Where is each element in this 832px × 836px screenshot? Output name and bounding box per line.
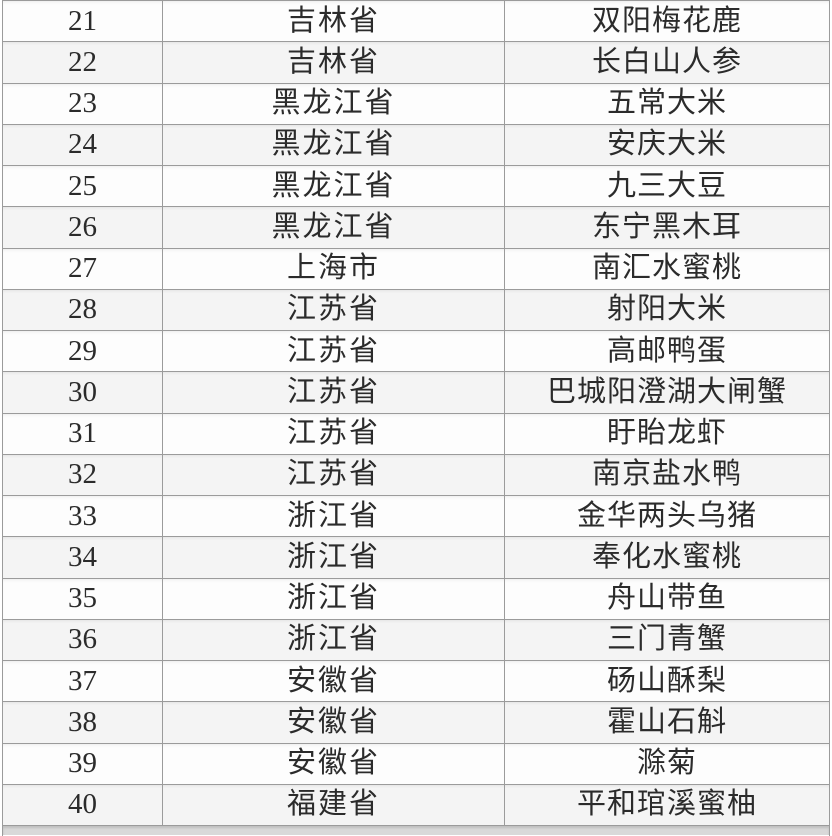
cell-product: 长白山人参 bbox=[591, 45, 742, 78]
cell-province: 福建省 bbox=[163, 784, 505, 825]
cell-rank: 36 bbox=[3, 619, 163, 660]
table-row: 36 浙江省 三门青蟹 bbox=[3, 619, 829, 661]
cell-province: 浙江省 bbox=[163, 496, 505, 537]
cell-province: 吉林省 bbox=[163, 1, 505, 42]
cell-product: 高邮鸭蛋 bbox=[606, 334, 727, 367]
cell-province: 吉林省 bbox=[163, 42, 505, 83]
cell-province: 江苏省 bbox=[163, 372, 505, 413]
cell-rank: 39 bbox=[3, 743, 163, 784]
cell-product: 霍山石斛 bbox=[606, 705, 727, 738]
table-body: 21 吉林省 双阳梅花鹿 22 吉林省 长白山人参 23 黑龙江省 五常大米 2… bbox=[3, 1, 829, 826]
table-row: 39 安徽省 滁菊 bbox=[3, 743, 829, 785]
cell-product: 东宁黑木耳 bbox=[591, 210, 742, 243]
table-row: 28 江苏省 射阳大米 bbox=[3, 289, 829, 331]
cell-rank: 32 bbox=[3, 454, 163, 495]
cell-province: 黑龙江省 bbox=[163, 166, 505, 207]
cell-province: 黑龙江省 bbox=[163, 124, 505, 165]
table-row: 24 黑龙江省 安庆大米 bbox=[3, 124, 829, 166]
cell-province: 浙江省 bbox=[163, 619, 505, 660]
cell-province: 黑龙江省 bbox=[163, 207, 505, 248]
table-row: 31 江苏省 盱眙龙虾 bbox=[3, 413, 829, 455]
table-row: 23 黑龙江省 五常大米 bbox=[3, 83, 829, 125]
table-row: 33 浙江省 金华两头乌猪 bbox=[3, 496, 829, 538]
cell-province: 浙江省 bbox=[163, 578, 505, 619]
table-row: 40 福建省 平和琯溪蜜柚 bbox=[3, 784, 829, 826]
cell-product: 双阳梅花鹿 bbox=[591, 4, 742, 37]
table-row: 29 江苏省 高邮鸭蛋 bbox=[3, 331, 829, 373]
table-row: 21 吉林省 双阳梅花鹿 bbox=[3, 1, 829, 43]
cell-product: 奉化水蜜桃 bbox=[591, 540, 742, 573]
cell-rank: 29 bbox=[3, 331, 163, 372]
table-row: 27 上海市 南汇水蜜桃 bbox=[3, 248, 829, 290]
cell-province: 安徽省 bbox=[163, 702, 505, 743]
table-row: 37 安徽省 砀山酥梨 bbox=[3, 661, 829, 703]
cell-rank: 37 bbox=[3, 661, 163, 702]
cell-rank: 26 bbox=[3, 207, 163, 248]
cell-product: 平和琯溪蜜柚 bbox=[576, 788, 757, 821]
table-row: 38 安徽省 霍山石斛 bbox=[3, 702, 829, 744]
cell-product: 砀山酥梨 bbox=[606, 664, 727, 697]
cell-rank: 25 bbox=[3, 166, 163, 207]
cell-rank: 22 bbox=[3, 42, 163, 83]
cell-product: 三门青蟹 bbox=[606, 623, 727, 656]
cell-province: 江苏省 bbox=[163, 454, 505, 495]
cell-product: 五常大米 bbox=[606, 87, 727, 120]
cell-rank: 28 bbox=[3, 289, 163, 330]
cell-rank: 24 bbox=[3, 124, 163, 165]
table-row: 30 江苏省 巴城阳澄湖大闸蟹 bbox=[3, 372, 829, 414]
cell-product: 滁菊 bbox=[636, 747, 697, 780]
cell-rank: 30 bbox=[3, 372, 163, 413]
table-row: 34 浙江省 奉化水蜜桃 bbox=[3, 537, 829, 579]
cell-rank: 40 bbox=[3, 784, 163, 825]
cell-product: 九三大豆 bbox=[606, 169, 727, 202]
cell-province: 安徽省 bbox=[163, 661, 505, 702]
cell-product: 巴城阳澄湖大闸蟹 bbox=[546, 375, 787, 408]
cell-rank: 21 bbox=[3, 1, 163, 42]
table-row: 25 黑龙江省 九三大豆 bbox=[3, 166, 829, 208]
cell-rank: 31 bbox=[3, 413, 163, 454]
cell-province: 江苏省 bbox=[163, 331, 505, 372]
table-row: 26 黑龙江省 东宁黑木耳 bbox=[3, 207, 829, 249]
cell-rank: 38 bbox=[3, 702, 163, 743]
table-row: 32 江苏省 南京盐水鸭 bbox=[3, 454, 829, 496]
cell-rank: 23 bbox=[3, 83, 163, 124]
cell-product: 盱眙龙虾 bbox=[606, 417, 727, 450]
cell-province: 安徽省 bbox=[163, 743, 505, 784]
cell-product: 南汇水蜜桃 bbox=[591, 252, 742, 285]
table-row: 22 吉林省 长白山人参 bbox=[3, 42, 829, 84]
table-row: 35 浙江省 舟山带鱼 bbox=[3, 578, 829, 620]
cell-rank: 33 bbox=[3, 496, 163, 537]
cell-province: 上海市 bbox=[163, 248, 505, 289]
cell-product: 金华两头乌猪 bbox=[576, 499, 757, 532]
cell-province: 黑龙江省 bbox=[163, 83, 505, 124]
cell-rank: 34 bbox=[3, 537, 163, 578]
cell-rank: 35 bbox=[3, 578, 163, 619]
cell-province: 浙江省 bbox=[163, 537, 505, 578]
cell-product: 安庆大米 bbox=[606, 128, 727, 161]
cell-province: 江苏省 bbox=[163, 289, 505, 330]
cell-product: 南京盐水鸭 bbox=[591, 458, 742, 491]
cell-rank: 27 bbox=[3, 248, 163, 289]
cell-province: 江苏省 bbox=[163, 413, 505, 454]
next-row-partial bbox=[3, 826, 829, 835]
cell-product: 射阳大米 bbox=[606, 293, 727, 326]
cell-product: 舟山带鱼 bbox=[606, 582, 727, 615]
